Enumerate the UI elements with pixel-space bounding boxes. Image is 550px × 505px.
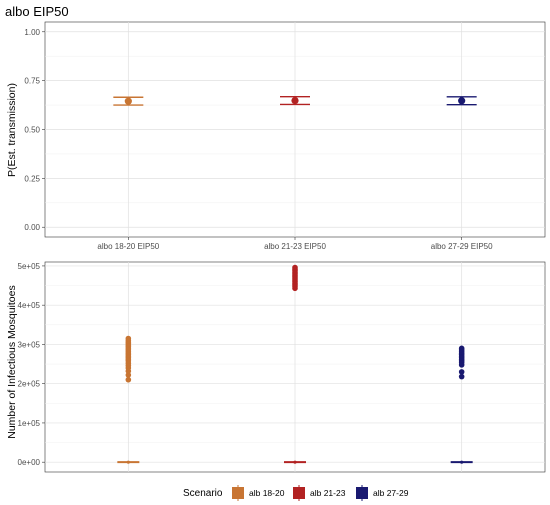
error-bar-group (280, 95, 310, 106)
bottom-y-tick-label: 3e+05 (18, 340, 41, 349)
legend-item: alb 18-20 (232, 485, 285, 501)
legend-label: alb 18-20 (249, 488, 285, 498)
boxplot-outlier (125, 376, 132, 383)
bottom-y-axis-label: Number of Infectious Mosquitoes (6, 285, 18, 439)
bottom-y-tick-label: 1e+05 (18, 419, 41, 428)
bottom-y-ticks: 0e+00 1e+05 2e+05 3e+05 4e+05 5e+05 (18, 262, 45, 467)
top-y-tick-label: 0.50 (24, 126, 40, 135)
top-y-ticks: 0.00 0.25 0.50 0.75 1.00 (24, 28, 45, 232)
top-x-ticks: albo 18-20 EIP50 albo 21-23 EIP50 albo 27-… (97, 237, 493, 251)
top-error-bars (113, 95, 477, 106)
boxplot-group (284, 264, 306, 464)
boxplot-outlier (458, 345, 465, 352)
boxplot-outlier (458, 373, 465, 380)
top-grid (45, 22, 545, 237)
boxplot-median-point (460, 460, 464, 464)
error-bar-point (291, 96, 299, 105)
boxplot-outlier (125, 372, 132, 378)
top-x-tick-label: albo 21-23 EIP50 (264, 242, 326, 251)
top-x-tick-label: albo 18-20 EIP50 (97, 242, 159, 251)
top-chart-title: albo EIP50 (5, 4, 69, 19)
error-bar-point (458, 97, 466, 105)
bottom-y-tick-label: 0e+00 (18, 458, 41, 467)
top-x-tick-label: albo 27-29 EIP50 (431, 242, 493, 251)
legend-item: alb 21-23 (293, 485, 346, 501)
boxplot-outlier (292, 264, 298, 271)
bottom-y-tick-label: 5e+05 (18, 262, 41, 271)
error-bar-group (113, 96, 144, 106)
bottom-y-tick-label: 4e+05 (18, 301, 41, 310)
top-y-tick-label: 0.00 (24, 223, 40, 232)
top-y-tick-label: 0.25 (24, 174, 40, 183)
legend-title: Scenario (183, 488, 223, 499)
legend-label: alb 21-23 (310, 488, 346, 498)
top-y-axis-label: P(Est. transmission) (6, 83, 18, 177)
boxplot-outlier (125, 335, 132, 342)
legend: Scenario alb 18-20 alb 21-23 alb 27-29 (183, 485, 409, 501)
bottom-boxplots (117, 264, 473, 464)
error-bar-point (124, 97, 132, 105)
bottom-y-tick-label: 2e+05 (18, 380, 41, 389)
boxplot-median-point (126, 460, 130, 464)
top-y-tick-label: 0.75 (24, 77, 40, 86)
boxplot-outlier (458, 369, 465, 375)
boxplot-group (450, 345, 473, 464)
legend-item: alb 27-29 (356, 485, 409, 501)
legend-items: alb 18-20 alb 21-23 alb 27-29 (232, 485, 409, 501)
error-bar-group (446, 96, 477, 106)
top-y-tick-label: 1.00 (24, 28, 40, 37)
boxplot-median-point (293, 460, 297, 464)
legend-label: alb 27-29 (373, 488, 409, 498)
boxplot-group (117, 335, 140, 464)
